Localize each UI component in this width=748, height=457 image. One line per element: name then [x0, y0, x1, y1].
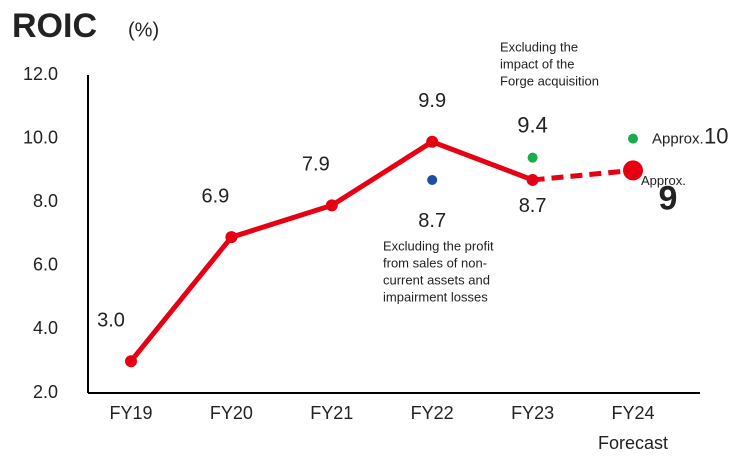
adjusted-point	[527, 152, 538, 163]
data-label: 8.7	[519, 195, 547, 217]
annotation: Forge acquisition	[500, 73, 599, 88]
x-tick-label: FY20	[210, 403, 253, 423]
approx-label: Approx.	[652, 131, 704, 148]
y-tick-label: 12.0	[23, 64, 58, 84]
x-tick-label: FY22	[411, 403, 454, 423]
annotation: current assets and	[383, 272, 490, 287]
data-point	[526, 173, 539, 186]
data-point	[623, 160, 643, 181]
data-label: 7.9	[302, 154, 330, 176]
y-tick-label: 8.0	[33, 191, 58, 211]
annotation: Excluding the	[500, 39, 578, 54]
data-label: 6.9	[201, 185, 229, 207]
adjusted-point	[427, 174, 438, 185]
data-point	[225, 231, 238, 244]
forecast-label: Forecast	[598, 433, 668, 453]
data-label: 3.0	[97, 309, 125, 331]
annotation: impact of the	[500, 56, 574, 71]
x-tick-label: FY24	[611, 403, 654, 423]
data-label: 9	[659, 179, 678, 217]
data-label: 9.9	[418, 90, 446, 112]
unit-label: (%)	[128, 19, 159, 41]
x-tick-label: FY23	[511, 403, 554, 423]
x-tick-label: FY19	[109, 403, 152, 423]
adjusted-label: 10	[704, 123, 728, 148]
x-tick-label: FY21	[310, 403, 353, 423]
y-tick-label: 6.0	[33, 255, 58, 275]
annotation: Excluding the profit	[383, 238, 494, 253]
y-tick-label: 2.0	[33, 382, 58, 402]
approx-label: Approx.	[641, 173, 686, 188]
annotation: from sales of non-	[383, 255, 487, 270]
forecast-line	[532, 167, 634, 183]
y-tick-label: 4.0	[33, 318, 58, 338]
chart-title: ROIC	[12, 7, 97, 45]
adjusted-point	[628, 133, 638, 144]
adjusted-label: 8.7	[418, 210, 446, 232]
annotation: impairment losses	[383, 289, 488, 304]
data-point	[125, 355, 137, 368]
adjusted-label: 9.4	[517, 112, 548, 137]
y-tick-label: 10.0	[23, 127, 58, 147]
data-point	[325, 199, 338, 212]
data-point	[426, 135, 439, 148]
